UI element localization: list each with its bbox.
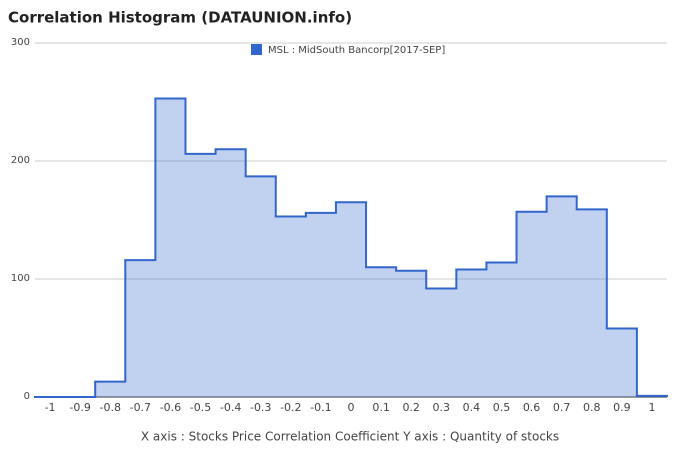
x-tick-label: -0.9	[69, 401, 90, 414]
y-tick-label: 200	[11, 155, 30, 166]
x-tick-label: -0.3	[250, 401, 271, 414]
y-tick-label: 300	[11, 37, 30, 48]
bar	[275, 216, 306, 397]
x-tick-label: 0.9	[613, 401, 631, 414]
x-tick-label: 0	[348, 401, 355, 414]
bar	[215, 149, 246, 397]
x-axis-label: X axis : Stocks Price Correlation Coeffi…	[141, 430, 559, 444]
bar	[125, 260, 156, 397]
bar	[366, 267, 397, 397]
bar	[546, 196, 577, 397]
legend-swatch	[251, 44, 262, 55]
bar	[456, 269, 487, 397]
bar	[606, 328, 637, 397]
x-tick-label: 0.2	[402, 401, 420, 414]
bar	[155, 98, 186, 398]
bar	[396, 270, 427, 397]
x-tick-label: -1	[45, 401, 56, 414]
bar	[426, 288, 457, 397]
x-tick-label: 0.6	[523, 401, 541, 414]
legend-label: MSL : MidSouth Bancorp[2017-SEP]	[268, 45, 445, 56]
x-tick-label: -0.4	[220, 401, 241, 414]
bar	[516, 211, 547, 397]
x-tick-label: -0.6	[160, 401, 181, 414]
bar	[245, 176, 276, 397]
bar	[305, 212, 336, 397]
x-tick-label: -0.5	[190, 401, 211, 414]
x-tick-label: -0.7	[130, 401, 151, 414]
bar	[95, 381, 126, 397]
y-tick-label: 100	[11, 273, 30, 284]
x-tick-label: 0.3	[433, 401, 451, 414]
x-tick-label: -0.1	[310, 401, 331, 414]
x-tick-label: -0.2	[280, 401, 301, 414]
bar	[335, 202, 367, 397]
bar	[576, 209, 607, 397]
bar	[185, 153, 216, 397]
x-tick-label: 0.8	[583, 401, 601, 414]
bar	[486, 262, 517, 397]
x-tick-label: 0.4	[463, 401, 481, 414]
x-tick-label: 0.7	[553, 401, 571, 414]
x-tick-label: 0.1	[372, 401, 390, 414]
x-tick-label: 0.5	[493, 401, 511, 414]
y-tick-label: 0	[24, 391, 30, 402]
chart-title: Correlation Histogram (DATAUNION.info)	[8, 9, 352, 27]
x-tick-label: 1	[648, 401, 655, 414]
x-tick-label: -0.8	[100, 401, 121, 414]
